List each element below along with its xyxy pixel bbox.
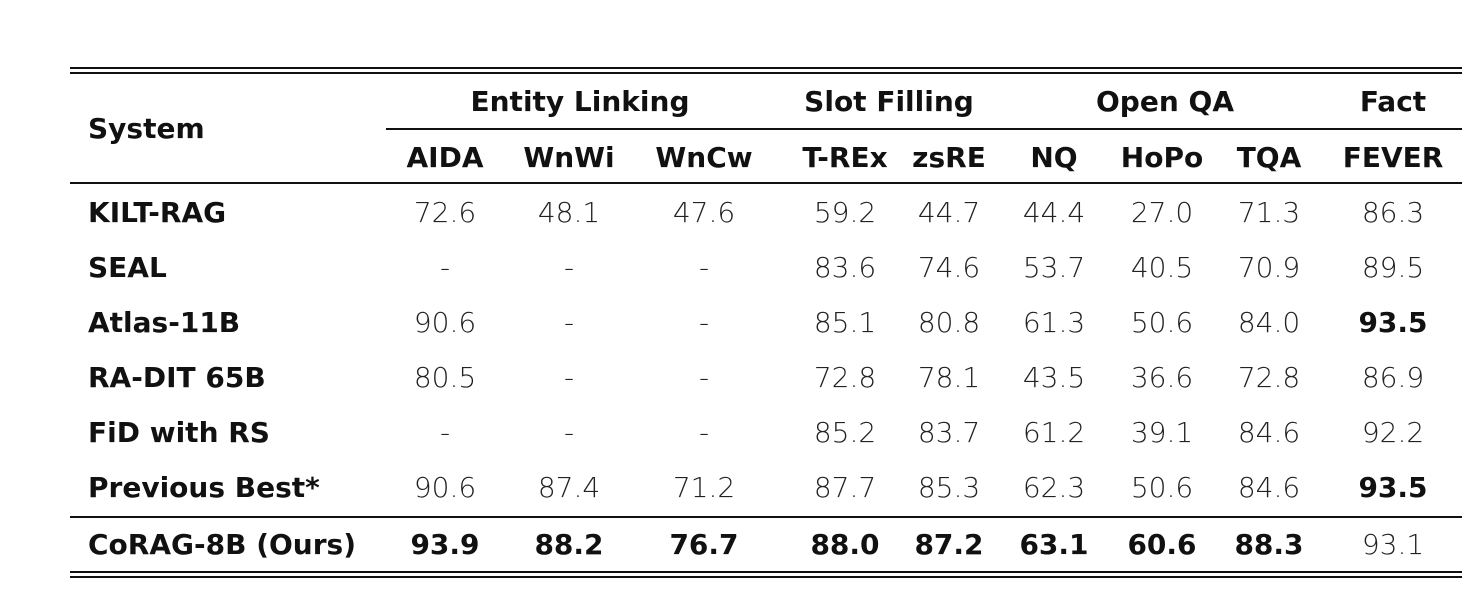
table-cell: 84.6 bbox=[1237, 471, 1301, 504]
header-bottom-rule bbox=[70, 182, 1462, 184]
table-cell: 88.2 bbox=[534, 528, 604, 561]
table-cell: 40.5 bbox=[1130, 251, 1194, 284]
ours-separator-rule bbox=[70, 516, 1462, 518]
table-cell: 85.2 bbox=[813, 416, 877, 449]
table-bottom-rule-double bbox=[70, 576, 1462, 578]
table-cell: 53.7 bbox=[1022, 251, 1086, 284]
table-cell: 70.9 bbox=[1237, 251, 1301, 284]
table-cell: 61.2 bbox=[1022, 416, 1086, 449]
system-name: Previous Best* bbox=[88, 471, 320, 504]
table-cell: 86.3 bbox=[1361, 196, 1425, 229]
table-cell: 80.5 bbox=[413, 361, 477, 394]
table-cell: 72.8 bbox=[1237, 361, 1301, 394]
table-cell: 85.1 bbox=[813, 306, 877, 339]
table-cell: 87.4 bbox=[537, 471, 601, 504]
table-cell: 50.6 bbox=[1130, 471, 1194, 504]
table-cell: 74.6 bbox=[917, 251, 981, 284]
table-cell: 93.9 bbox=[410, 528, 480, 561]
table-cell: - bbox=[563, 251, 575, 284]
table-cell: 87.2 bbox=[914, 528, 984, 561]
column-header: WnCw bbox=[655, 141, 753, 174]
column-header: TQA bbox=[1236, 141, 1302, 174]
column-header: HoPo bbox=[1120, 141, 1204, 174]
table-cell: 85.3 bbox=[917, 471, 981, 504]
column-header: zsRE bbox=[912, 141, 986, 174]
group-header-fact: Fact bbox=[1359, 85, 1427, 118]
table-cell: 92.2 bbox=[1361, 416, 1425, 449]
table-cell: - bbox=[698, 416, 710, 449]
table-cell: - bbox=[439, 251, 451, 284]
table-top-rule bbox=[70, 67, 1462, 69]
table-cell: - bbox=[698, 361, 710, 394]
system-name: CoRAG-8B (Ours) bbox=[88, 528, 356, 561]
column-header: NQ bbox=[1030, 141, 1078, 174]
system-name: RA-DIT 65B bbox=[88, 361, 266, 394]
table-top-rule-double bbox=[70, 72, 1462, 74]
table-cell: 47.6 bbox=[672, 196, 736, 229]
table-cell: 80.8 bbox=[917, 306, 981, 339]
table-cell: 63.1 bbox=[1019, 528, 1089, 561]
table-cell: 83.7 bbox=[917, 416, 981, 449]
system-column-header: System bbox=[88, 112, 205, 145]
table-cell: 93.5 bbox=[1358, 306, 1428, 339]
table-cell: 87.7 bbox=[813, 471, 877, 504]
column-header: FEVER bbox=[1342, 141, 1444, 174]
table-cell: - bbox=[698, 306, 710, 339]
table-cell: - bbox=[439, 416, 451, 449]
table-cell: 86.9 bbox=[1361, 361, 1425, 394]
table-cell: 93.1 bbox=[1361, 528, 1425, 561]
table-cell: 93.5 bbox=[1358, 471, 1428, 504]
table-cell: 44.4 bbox=[1022, 196, 1086, 229]
table-cell: - bbox=[563, 416, 575, 449]
table-cell: - bbox=[698, 251, 710, 284]
table-cell: 71.2 bbox=[672, 471, 736, 504]
table-bottom-rule bbox=[70, 571, 1462, 573]
table-cell: 90.6 bbox=[413, 306, 477, 339]
system-name: KILT-RAG bbox=[88, 196, 227, 229]
column-header: T-REx bbox=[802, 141, 888, 174]
table-cell: 44.7 bbox=[917, 196, 981, 229]
group-header-entity-linking: Entity Linking bbox=[470, 85, 690, 118]
table-cell: 88.0 bbox=[810, 528, 880, 561]
system-name: FiD with RS bbox=[88, 416, 270, 449]
table-cell: 72.8 bbox=[813, 361, 877, 394]
table-cell: 84.0 bbox=[1237, 306, 1301, 339]
system-name: SEAL bbox=[88, 251, 167, 284]
table-cell: 36.6 bbox=[1130, 361, 1194, 394]
system-name: Atlas-11B bbox=[88, 306, 241, 339]
group-header-open-qa: Open QA bbox=[1096, 85, 1234, 118]
table-cell: 71.3 bbox=[1237, 196, 1301, 229]
table-cell: 50.6 bbox=[1130, 306, 1194, 339]
table-cell: 84.6 bbox=[1237, 416, 1301, 449]
table-cell: 61.3 bbox=[1022, 306, 1086, 339]
column-header: WnWi bbox=[523, 141, 615, 174]
table-cell: 39.1 bbox=[1130, 416, 1194, 449]
table-cell: 72.6 bbox=[413, 196, 477, 229]
table-cell: 48.1 bbox=[537, 196, 601, 229]
table-cell: 88.3 bbox=[1234, 528, 1304, 561]
table-cell: 43.5 bbox=[1022, 361, 1086, 394]
table-cell: 59.2 bbox=[813, 196, 877, 229]
table-cell: 27.0 bbox=[1130, 196, 1194, 229]
table-cell: 60.6 bbox=[1127, 528, 1197, 561]
table-cell: 78.1 bbox=[917, 361, 981, 394]
table-cell: 76.7 bbox=[669, 528, 739, 561]
table-cell: - bbox=[563, 306, 575, 339]
group-header-rule bbox=[386, 128, 1462, 130]
group-header-slot-filling: Slot Filling bbox=[804, 85, 974, 118]
table-cell: 90.6 bbox=[413, 471, 477, 504]
table-cell: 89.5 bbox=[1361, 251, 1425, 284]
table-cell: - bbox=[563, 361, 575, 394]
table-cell: 83.6 bbox=[813, 251, 877, 284]
column-header: AIDA bbox=[406, 141, 484, 174]
table-cell: 62.3 bbox=[1022, 471, 1086, 504]
